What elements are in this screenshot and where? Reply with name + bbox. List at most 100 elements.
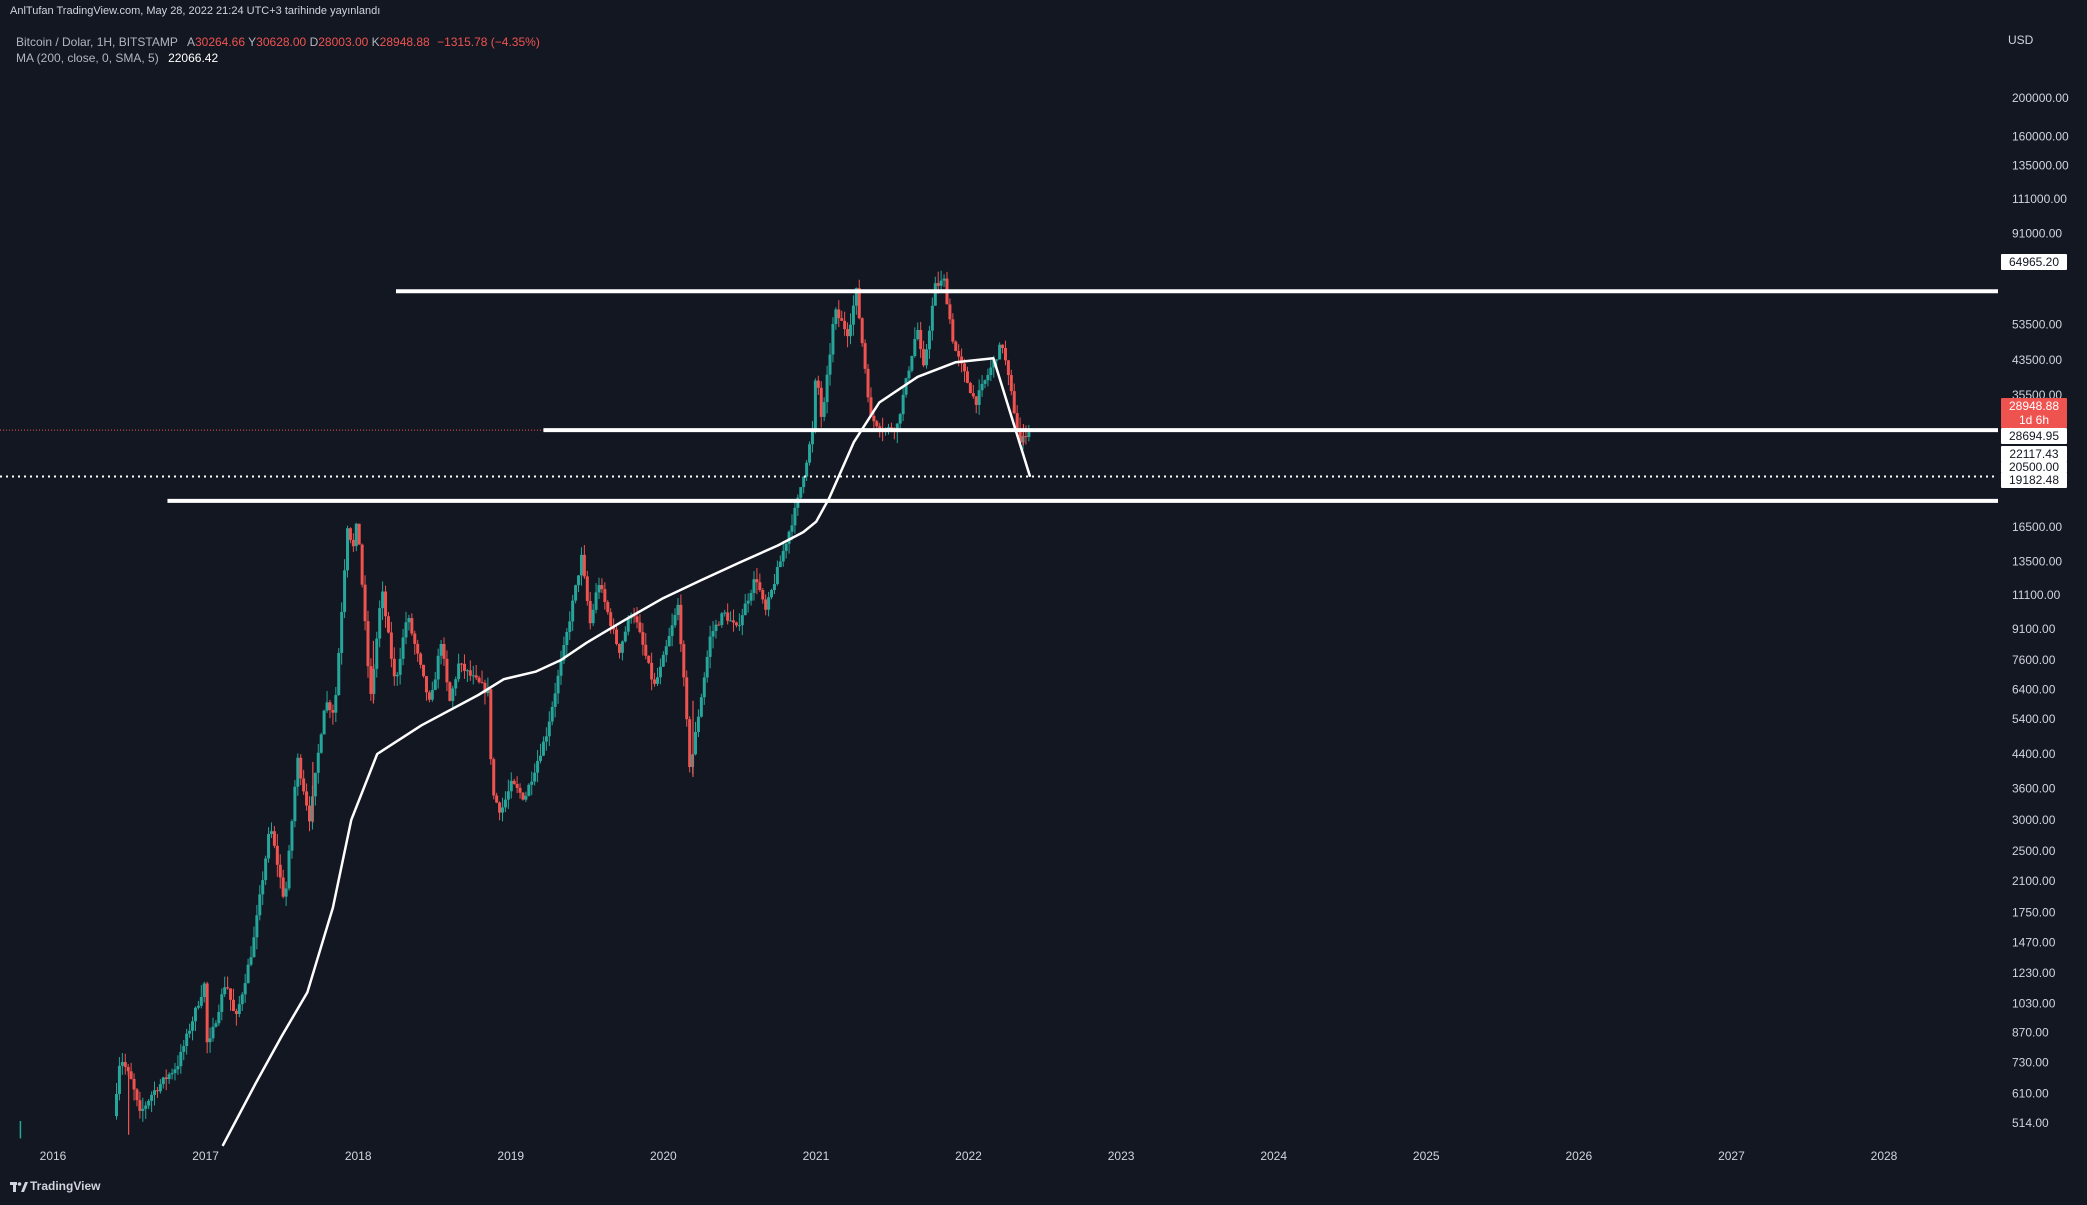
candle-body — [925, 349, 929, 366]
candle-body — [942, 278, 946, 281]
candle-body — [980, 383, 984, 391]
x-tick-label: 2025 — [1413, 1149, 1440, 1163]
candle-body — [755, 579, 759, 583]
candle-body — [401, 637, 405, 659]
candle-body — [503, 799, 507, 808]
ma-value: 22066.42 — [168, 51, 219, 65]
candle-body — [357, 523, 361, 545]
candle-body — [609, 612, 613, 627]
candle-body — [854, 288, 858, 306]
ma-legend[interactable]: MA (200, close, 0, SMA, 5) 22066.42 — [16, 51, 218, 65]
candle-body — [732, 620, 736, 623]
candle-body — [498, 802, 502, 813]
candle-body — [805, 462, 809, 477]
high-value: 30628.00 — [256, 35, 307, 49]
candle-body — [454, 679, 458, 689]
candle-body — [337, 652, 341, 696]
ma-200-line — [221, 356, 1032, 1147]
y-tick-label: 3000.00 — [2012, 813, 2056, 827]
candle-body — [749, 593, 753, 601]
candles-layer — [19, 270, 1031, 1139]
candle-body — [825, 374, 829, 403]
candle-body — [635, 616, 639, 623]
x-tick-label: 2018 — [345, 1149, 372, 1163]
candle-body — [544, 736, 548, 742]
candle-body — [480, 682, 484, 684]
y-tick-label: 16500.00 — [2012, 520, 2062, 534]
candle-body — [752, 579, 756, 594]
candle-body — [904, 378, 908, 395]
candle-body — [694, 731, 698, 755]
candle-body — [360, 544, 364, 585]
candle-body — [442, 644, 446, 659]
candle-body — [664, 646, 668, 655]
candle-body — [579, 554, 583, 576]
candle-body — [816, 380, 820, 388]
symbol-label[interactable]: Bitcoin / Dolar, 1H, BITSTAMP — [16, 35, 178, 49]
candle-body — [220, 994, 224, 1012]
candle-body — [767, 597, 771, 610]
candle-body — [328, 702, 332, 711]
candle-body — [936, 283, 940, 286]
candle-body — [793, 507, 797, 526]
candle-body — [837, 309, 841, 319]
candle-body — [547, 721, 551, 737]
x-axis[interactable]: 2016 2017 2018 2019 2020 2021 2022 2023 2024 2025… — [40, 1149, 1898, 1163]
ma-label[interactable]: MA (200, close, 0, SMA, 5) — [16, 51, 159, 65]
candle-body — [506, 791, 510, 800]
candle-body — [541, 741, 545, 756]
candle-body — [1024, 436, 1028, 438]
candle-body — [720, 613, 724, 625]
candle-body — [153, 1090, 157, 1095]
candle-body — [384, 591, 388, 617]
ma-layer — [221, 356, 1032, 1147]
candle-body — [960, 356, 964, 364]
candle-body — [141, 1108, 145, 1111]
candle-body — [562, 645, 566, 661]
candle-body — [144, 1105, 148, 1109]
candle-body — [524, 795, 528, 800]
candle-body — [150, 1094, 154, 1101]
candle-body — [281, 877, 285, 897]
candle-body — [530, 781, 534, 785]
low-value: 28003.00 — [318, 35, 369, 49]
candle-body — [191, 1021, 195, 1031]
price-label-text: 20500.00 — [2009, 460, 2059, 474]
candle-body — [460, 663, 464, 665]
candle-body — [714, 624, 718, 632]
candle-body — [489, 689, 493, 760]
y-tick-label: 5400.00 — [2012, 712, 2056, 726]
tradingview-logo[interactable]: TradingView — [10, 1179, 100, 1193]
candle-body — [907, 370, 911, 379]
candle-body — [123, 1062, 127, 1067]
x-tick-label: 2028 — [1871, 1149, 1898, 1163]
price-level-badge — [2001, 446, 2067, 462]
y-tick-label: 11100.00 — [2012, 588, 2061, 602]
candle-body — [199, 997, 203, 1006]
candle-body — [500, 807, 504, 813]
candle-body — [471, 675, 475, 677]
candle-body — [398, 658, 402, 675]
symbol-legend[interactable]: Bitcoin / Dolar, 1H, BITSTAMP A30264.66 … — [16, 35, 540, 49]
candle-body — [182, 1046, 186, 1052]
candle-body — [366, 621, 370, 667]
candle-body — [916, 329, 920, 340]
candle-body — [211, 1026, 215, 1039]
candle-body — [1001, 344, 1005, 349]
candle-body — [533, 772, 537, 782]
candle-body — [114, 1094, 118, 1117]
candle-body — [992, 359, 996, 368]
candle-body — [307, 805, 311, 822]
candle-body — [667, 636, 671, 647]
candle-body — [743, 603, 747, 616]
candle-body — [638, 622, 642, 633]
y-axis[interactable]: 200000.00 160000.00 135000.00 111000.00 9100… — [2012, 91, 2069, 1130]
candle-body — [626, 618, 630, 632]
candle-body — [971, 393, 975, 397]
candle-body — [462, 663, 466, 671]
candle-body — [158, 1084, 162, 1092]
candle-body — [711, 631, 715, 637]
candle-body — [655, 677, 659, 684]
